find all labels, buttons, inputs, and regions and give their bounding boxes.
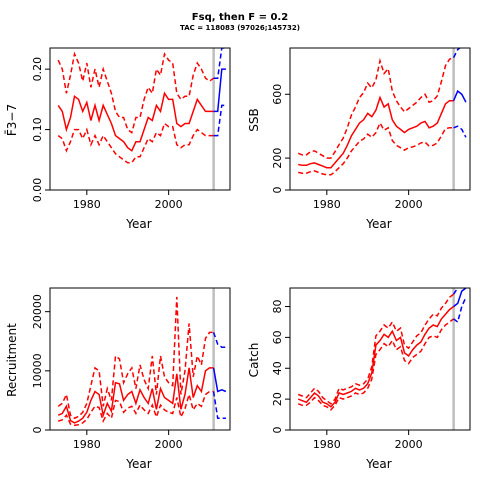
- fbar-x-tick-label: 2000: [155, 198, 183, 211]
- fbar-series-projection-dashed-4: [213, 48, 226, 79]
- catch-plot-frame: [289, 287, 471, 431]
- ssb-x-tick-label: 1980: [313, 198, 341, 211]
- catch-series-historical-dashed-2: [297, 318, 455, 411]
- catch-panel: Year Catch 1980 2000 0 20 40 60 80: [247, 287, 471, 471]
- catch-series-projection-dashed-5: [453, 296, 467, 324]
- fbar-y-tick-label: 0.10: [31, 117, 44, 142]
- catch-y-tick-label: 60: [271, 330, 284, 344]
- recruitment-series-historical-dashed-1: [57, 296, 214, 420]
- fbar-y-axis-label: F̄3−7: [5, 104, 19, 136]
- catch-y-axis-label: Catch: [247, 343, 261, 378]
- catch-y-tick-label: 20: [271, 392, 284, 406]
- recruitment-x-tick-label: 2000: [155, 438, 183, 451]
- ssb-y-tick-label: 200: [271, 148, 284, 169]
- recruitment-series-projection-dashed-5: [212, 391, 226, 419]
- catch-y-tick-label: 80: [271, 300, 284, 314]
- ssb-series-historical-dashed-2: [298, 121, 454, 176]
- ssb-series-projection-dashed-4: [452, 48, 461, 58]
- ssb-y-tick-label: 600: [271, 84, 284, 105]
- recruitment-y-tick-label: 10000: [31, 353, 44, 388]
- catch-series-historical-dashed-1: [297, 293, 455, 405]
- fbar-plot-frame: [49, 47, 231, 191]
- fbar-y-tick-label: 0.20: [31, 57, 44, 82]
- recruitment-plot-frame: [49, 287, 231, 431]
- fbar-series-projection-dashed-5: [213, 104, 226, 137]
- ssb-plot-area: [297, 48, 467, 190]
- catch-series-historical-solid-0: [297, 305, 455, 408]
- catch-x-tick-label: 1980: [313, 438, 341, 451]
- catch-series-projection-solid-3: [453, 288, 467, 308]
- ssb-series-historical-solid-0: [298, 95, 454, 169]
- figure-title: Fsq, then F = 0.2: [192, 12, 288, 23]
- fbar-x-axis-label: Year: [125, 217, 151, 231]
- fbar-series-projection-solid-3: [213, 68, 226, 113]
- catch-x-axis-label: Year: [365, 457, 391, 471]
- ssb-series-projection-solid-3: [452, 89, 467, 103]
- recruitment-plot-area: [57, 288, 227, 430]
- catch-y-tick-label: 0: [271, 427, 284, 434]
- catch-series-projection-dashed-4: [452, 288, 459, 295]
- recruitment-y-axis-label: Recruitment: [5, 323, 19, 397]
- ssb-plot-frame: [289, 47, 471, 191]
- catch-x-tick-label: 2000: [395, 438, 423, 451]
- recruitment-series-historical-dashed-2: [57, 390, 214, 427]
- recruitment-y-tick-label: 0: [31, 427, 44, 434]
- fbar-x-tick-label: 1980: [73, 198, 101, 211]
- recruitment-y-tick-label: 20000: [31, 294, 44, 329]
- fbar-series-historical-solid-0: [57, 91, 214, 152]
- catch-y-tick-label: 40: [271, 361, 284, 375]
- recruitment-series-historical-solid-0: [57, 367, 214, 424]
- ssb-panel: Year SSB 1980 2000 0 200 600: [247, 47, 471, 231]
- fbar-panel: Year F̄3−7 1980 2000 0.00 0.10 0.20: [5, 47, 231, 231]
- fbar-series-historical-dashed-2: [57, 122, 214, 164]
- ssb-x-axis-label: Year: [365, 217, 391, 231]
- ssb-series-projection-dashed-5: [453, 125, 467, 138]
- ssb-x-tick-label: 2000: [395, 198, 423, 211]
- fbar-y-tick-label: 0.00: [31, 178, 44, 203]
- recruitment-x-tick-label: 1980: [73, 438, 101, 451]
- ssb-series-historical-dashed-1: [297, 56, 454, 159]
- ssb-y-axis-label: SSB: [247, 108, 261, 131]
- recruitment-series-projection-solid-3: [212, 367, 227, 393]
- recruitment-x-axis-label: Year: [125, 457, 151, 471]
- recruitment-series-projection-dashed-4: [212, 332, 226, 348]
- catch-plot-area: [297, 288, 467, 430]
- fbar-plot-area: [57, 48, 226, 190]
- figure-subtitle: TAC = 118083 (97026;145732): [180, 24, 300, 32]
- fbar-series-historical-dashed-1: [57, 51, 215, 134]
- ssb-y-tick-label: 0: [271, 187, 284, 194]
